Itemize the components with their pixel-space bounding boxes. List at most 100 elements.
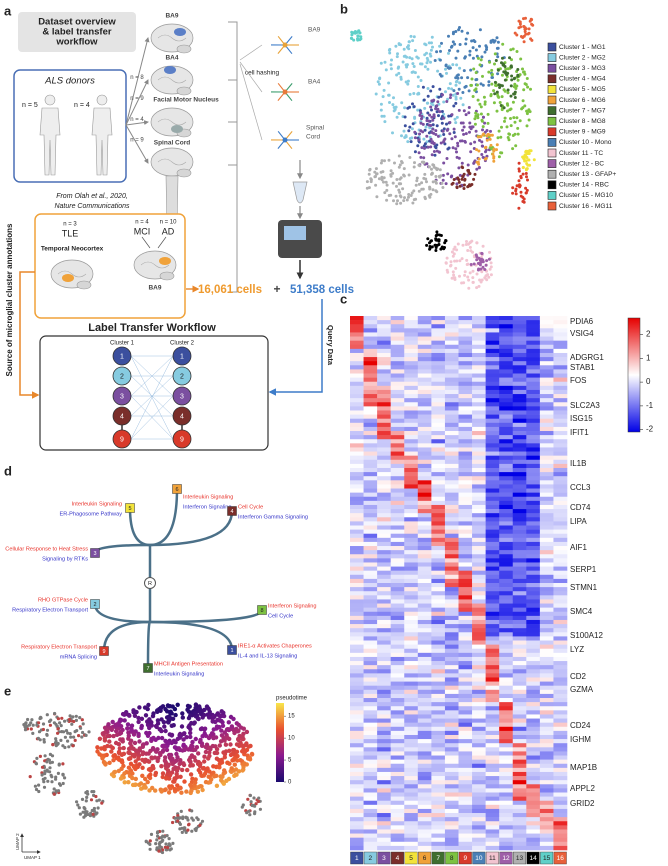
- heatmap-cell: [539, 804, 554, 810]
- heatmap-cell: [390, 316, 405, 321]
- umap-point: [72, 735, 76, 739]
- umap-point: [490, 68, 494, 72]
- heatmap-cell: [499, 792, 514, 797]
- node-label: 1: [120, 353, 124, 360]
- heatmap-cell: [404, 759, 419, 765]
- umap-point: [513, 82, 517, 86]
- heatmap-cell: [390, 480, 405, 485]
- umap-point: [225, 760, 230, 765]
- umap-point: [136, 731, 141, 737]
- heatmap-cell: [390, 771, 405, 777]
- umap-point: [478, 263, 482, 267]
- heatmap-cell: [350, 669, 364, 674]
- heatmap-cell: [485, 550, 500, 555]
- heatmap-cell: [417, 714, 432, 719]
- heatmap-cell: [553, 693, 568, 699]
- umap-point: [377, 177, 381, 181]
- umap-point: [478, 278, 482, 282]
- heatmap-cell: [458, 685, 473, 691]
- heatmap-cell: [485, 546, 500, 551]
- umap-point: [61, 781, 65, 786]
- heatmap-cell: [485, 574, 500, 580]
- heatmap-cell: [553, 361, 568, 366]
- heatmap-cell: [539, 447, 554, 452]
- heatmap-cell: [350, 595, 364, 600]
- heatmap-cell: [485, 747, 500, 752]
- umap-point: [500, 95, 504, 99]
- umap-point: [42, 738, 46, 742]
- heatmap-cell: [539, 426, 554, 432]
- umap-point: [429, 137, 433, 141]
- heatmap-cell: [404, 722, 419, 728]
- heatmap-cell: [485, 689, 500, 695]
- umap-point: [466, 163, 470, 167]
- heatmap-cell: [444, 776, 459, 781]
- heatmap-cell: [472, 661, 486, 666]
- umap-point: [421, 85, 425, 89]
- umap-point: [217, 765, 222, 770]
- heatmap-cell: [377, 537, 391, 543]
- heatmap-cell: [512, 755, 527, 760]
- heatmap-cell: [485, 369, 500, 374]
- heatmap-cell: [404, 361, 419, 366]
- heatmap-cell: [512, 747, 527, 752]
- heatmap-cell: [377, 365, 391, 370]
- umap-point: [227, 748, 232, 753]
- heatmap-cell: [377, 525, 391, 530]
- heatmap-cell: [404, 648, 419, 654]
- heatmap-cell: [458, 804, 473, 810]
- heatmap-cell: [390, 476, 405, 481]
- heatmap-cell: [390, 373, 405, 378]
- umap-point: [246, 797, 250, 801]
- heatmap-cell: [377, 500, 391, 506]
- heatmap-cell: [350, 377, 364, 383]
- heatmap-cell: [526, 652, 541, 658]
- umap-point: [501, 42, 505, 46]
- heatmap-cell: [485, 447, 500, 452]
- heatmap-cell: [472, 550, 486, 555]
- heatmap-cell: [431, 348, 446, 354]
- umap-point: [486, 121, 490, 125]
- heatmap-cell: [431, 344, 446, 350]
- heatmap-cell: [390, 607, 405, 613]
- heatmap-cell: [553, 808, 568, 814]
- heatmap-cell: [485, 636, 500, 641]
- heatmap-cell: [526, 800, 541, 806]
- heatmap-cell: [553, 583, 568, 588]
- umap-point: [235, 729, 240, 734]
- heatmap-cell: [431, 763, 446, 769]
- umap-point: [397, 154, 401, 158]
- heatmap-cell: [553, 328, 568, 333]
- umap-point: [148, 847, 152, 851]
- heatmap-cell: [444, 607, 459, 613]
- transfer-line: [130, 355, 174, 440]
- umap-point: [493, 62, 496, 66]
- umap-point: [66, 731, 70, 735]
- umap-point: [186, 828, 190, 832]
- cerebellum: [176, 44, 192, 54]
- heatmap-cell: [390, 361, 405, 366]
- heatmap-cell: [350, 422, 364, 428]
- heatmap-cell: [390, 332, 405, 337]
- umap-point: [419, 129, 423, 133]
- heatmap-cell: [404, 718, 419, 723]
- umap-point: [95, 745, 100, 750]
- heatmap-cell: [350, 739, 364, 744]
- axis-label: UMAP 2: [15, 833, 20, 850]
- heatmap-cell: [363, 829, 378, 834]
- umap-point: [425, 243, 429, 247]
- heatmap-cell: [431, 558, 446, 563]
- heatmap-cell: [363, 587, 378, 592]
- heatmap-cell: [458, 546, 473, 551]
- heatmap-cell: [363, 669, 378, 674]
- heatmap-cell: [485, 817, 500, 822]
- heatmap-cell: [485, 841, 500, 847]
- umap-point: [85, 810, 89, 814]
- heatmap-cell: [363, 451, 378, 456]
- umap-point: [515, 50, 519, 53]
- heatmap-cell: [512, 340, 527, 346]
- umap-point: [365, 180, 369, 184]
- umap-point: [179, 809, 183, 814]
- cerebellum: [176, 168, 192, 178]
- heatmap-cell: [404, 459, 419, 465]
